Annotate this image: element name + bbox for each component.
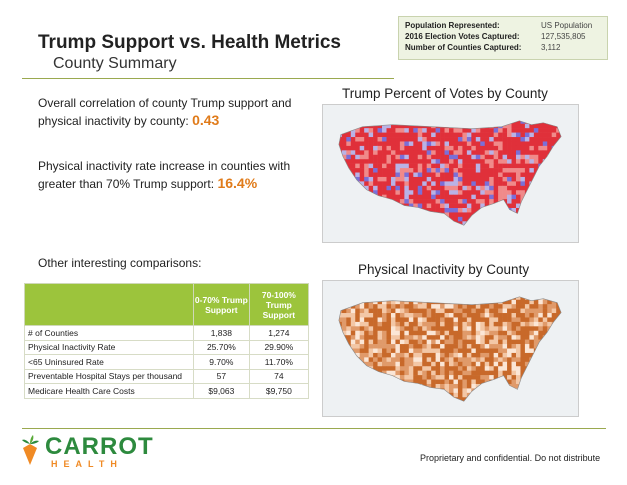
inactivity-value: 16.4%: [217, 175, 258, 191]
trump-map-title: Trump Percent of Votes by County: [342, 86, 548, 101]
row-label: Preventable Hospital Stays per thousand: [24, 368, 194, 384]
row-value: 57: [193, 368, 250, 384]
row-label: Medicare Health Care Costs: [24, 383, 194, 399]
inactivity-map[interactable]: [322, 280, 579, 417]
title-divider: [22, 78, 394, 79]
table-row: Physical Inactivity Rate 25.70% 29.90%: [24, 339, 310, 355]
inactivity-text: Physical inactivity rate increase in cou…: [38, 159, 291, 191]
correlation-value: 0.43: [192, 112, 220, 128]
page-title: Trump Support vs. Health Metrics: [38, 32, 341, 53]
row-label: Physical Inactivity Rate: [24, 339, 194, 355]
comparison-table: 0-70% Trump Support 70-100% Trump Suppor…: [24, 283, 310, 399]
trump-votes-map[interactable]: [322, 104, 579, 243]
inactivity-stat: Physical inactivity rate increase in cou…: [38, 158, 323, 193]
info-key: Number of Counties Captured:: [405, 43, 522, 52]
info-row: 2016 Election Votes Captured: 127,535,80…: [405, 31, 601, 42]
table-row: Medicare Health Care Costs $9,063 $9,750: [24, 383, 310, 399]
row-value: $9,750: [248, 383, 310, 399]
row-value: 29.90%: [248, 339, 310, 355]
row-value: 1,274: [248, 325, 310, 341]
row-label: <65 Uninsured Rate: [24, 354, 194, 370]
info-box: Population Represented: US Population 20…: [398, 16, 608, 60]
table-header-blank: [24, 283, 194, 326]
logo-subtext: HEALTH: [51, 459, 123, 469]
row-label: # of Counties: [24, 325, 194, 341]
carrot-health-logo: CARROT HEALTH: [18, 432, 153, 469]
table-header-high-support: 70-100% Trump Support: [248, 283, 310, 326]
confidential-note: Proprietary and confidential. Do not dis…: [420, 453, 601, 463]
info-value: US Population: [541, 21, 593, 30]
info-value: 3,112: [541, 43, 561, 52]
correlation-text: Overall correlation of county Trump supp…: [38, 96, 292, 128]
table-row: # of Counties 1,838 1,274: [24, 325, 310, 341]
row-value: 9.70%: [193, 354, 250, 370]
row-value: 74: [248, 368, 310, 384]
footer-divider: [22, 428, 606, 429]
table-row: <65 Uninsured Rate 9.70% 11.70%: [24, 354, 310, 370]
info-row: Number of Counties Captured: 3,112: [405, 42, 601, 53]
other-comparisons-label: Other interesting comparisons:: [38, 256, 202, 270]
table-row: Preventable Hospital Stays per thousand …: [24, 368, 310, 384]
row-value: $9,063: [193, 383, 250, 399]
info-key: 2016 Election Votes Captured:: [405, 32, 520, 41]
inactivity-map-title: Physical Inactivity by County: [358, 262, 530, 277]
carrot-icon: [22, 435, 39, 465]
page-subtitle: County Summary: [53, 55, 177, 72]
info-row: Population Represented: US Population: [405, 20, 601, 31]
logo-wordmark: CARROT: [45, 433, 154, 460]
table-header-low-support: 0-70% Trump Support: [193, 283, 250, 326]
row-value: 25.70%: [193, 339, 250, 355]
info-value: 127,535,805: [541, 32, 586, 41]
correlation-stat: Overall correlation of county Trump supp…: [38, 95, 323, 130]
info-key: Population Represented:: [405, 21, 500, 30]
inactivity-map-graphic: [323, 281, 578, 416]
row-value: 1,838: [193, 325, 250, 341]
table-header-row: 0-70% Trump Support 70-100% Trump Suppor…: [24, 283, 310, 326]
trump-map-graphic: [323, 105, 578, 242]
row-value: 11.70%: [248, 354, 310, 370]
